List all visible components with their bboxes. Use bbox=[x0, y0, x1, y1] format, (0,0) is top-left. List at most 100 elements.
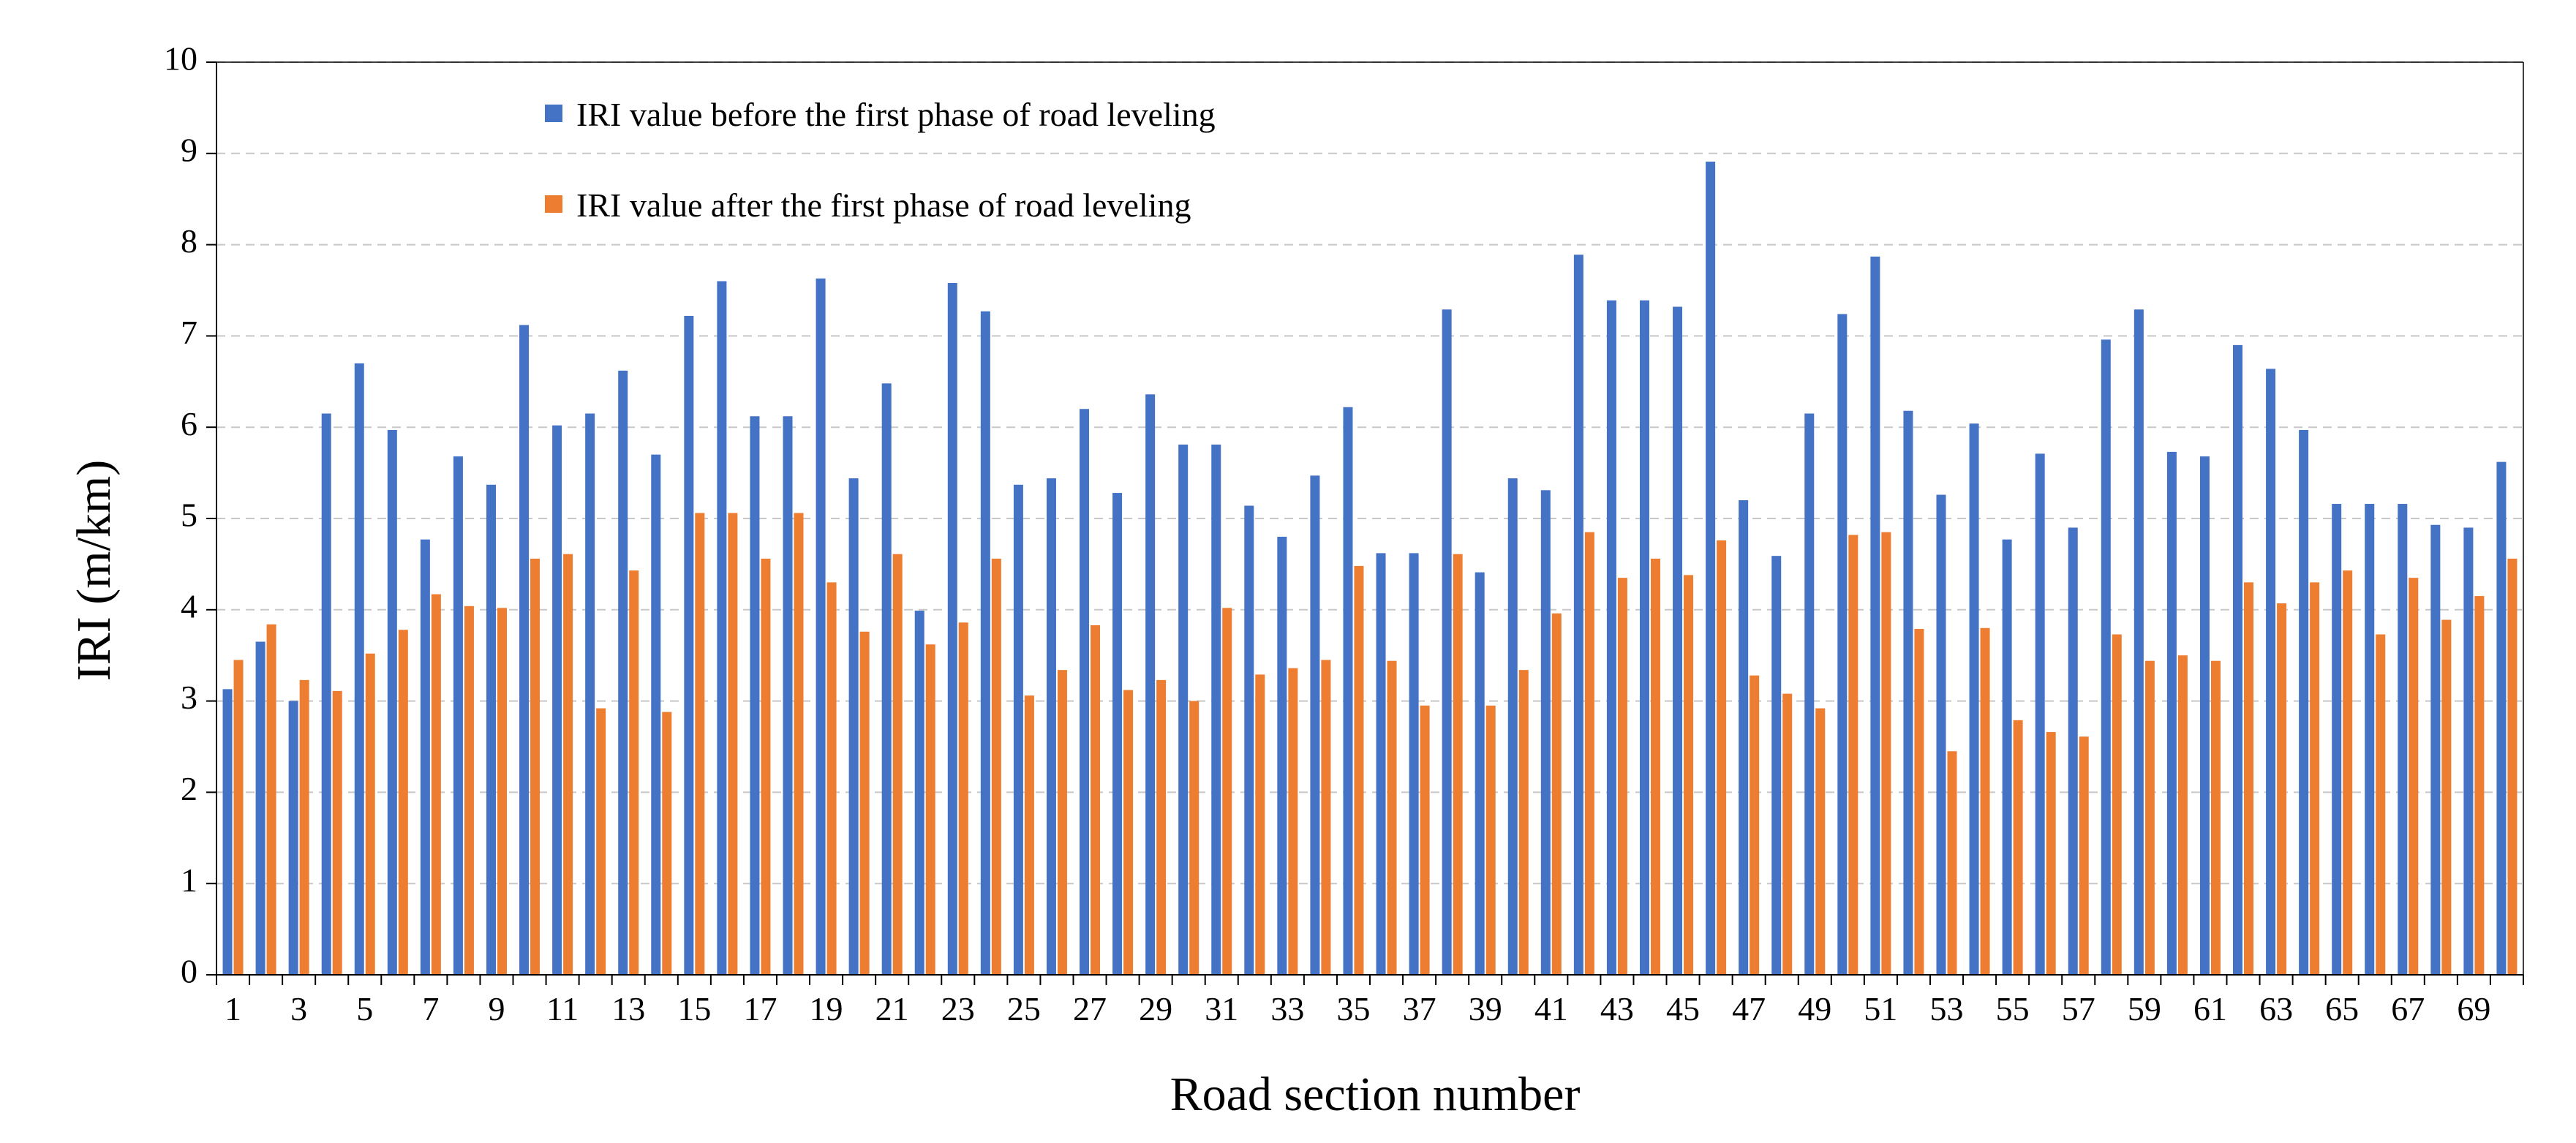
bar-before-12 bbox=[585, 413, 595, 975]
bar-after-16 bbox=[728, 513, 738, 975]
bar-after-50 bbox=[1848, 535, 1858, 975]
bar-after-68 bbox=[2441, 619, 2452, 975]
bar-after-25 bbox=[1024, 695, 1034, 975]
bar-before-15 bbox=[684, 315, 694, 976]
x-tick-label: 67 bbox=[2391, 990, 2425, 1027]
bar-after-57 bbox=[2079, 736, 2089, 975]
bar-before-19 bbox=[816, 278, 826, 975]
bar-before-61 bbox=[2199, 456, 2210, 975]
bar-after-61 bbox=[2210, 660, 2221, 975]
bar-after-23 bbox=[958, 622, 968, 975]
bar-before-25 bbox=[1013, 484, 1023, 975]
bar-after-62 bbox=[2244, 582, 2254, 975]
bar-before-17 bbox=[750, 416, 760, 975]
x-tick-label: 45 bbox=[1666, 990, 1700, 1027]
x-tick-label: 23 bbox=[941, 990, 975, 1027]
x-tick-labels: 1 3 5 7 9 11 13 15 17 19 21 23 25 27 29 31 33 35 37 39 41 43 4… bbox=[225, 990, 2490, 1027]
bar-after-17 bbox=[761, 558, 771, 975]
x-tick-label: 43 bbox=[1600, 990, 1634, 1027]
bar-before-38 bbox=[1442, 309, 1452, 975]
bar-before-21 bbox=[881, 383, 892, 975]
bar-after-54 bbox=[1980, 627, 1990, 975]
bar-after-45 bbox=[1684, 575, 1694, 975]
bar-before-70 bbox=[2496, 461, 2507, 975]
bar-after-40 bbox=[1518, 670, 1529, 975]
bar-before-46 bbox=[1706, 162, 1716, 976]
bar-after-65 bbox=[2343, 570, 2353, 975]
bar-before-54 bbox=[1969, 423, 1979, 975]
axes bbox=[206, 61, 2524, 985]
bar-after-64 bbox=[2310, 582, 2320, 975]
bar-before-67 bbox=[2398, 504, 2408, 975]
bar-before-30 bbox=[1178, 444, 1189, 975]
bar-before-31 bbox=[1211, 444, 1221, 975]
y-tick-label: 6 bbox=[181, 405, 197, 442]
x-tick-label: 61 bbox=[2193, 990, 2227, 1027]
bar-after-27 bbox=[1091, 625, 1101, 975]
x-tick-label: 35 bbox=[1336, 990, 1370, 1027]
bar-before-52 bbox=[1903, 410, 1913, 975]
bar-after-36 bbox=[1387, 660, 1397, 975]
legend-swatch-after bbox=[545, 195, 562, 213]
bar-before-1 bbox=[222, 689, 233, 975]
y-tick-label: 2 bbox=[181, 770, 197, 807]
bar-after-24 bbox=[991, 558, 1001, 975]
bar-after-66 bbox=[2376, 634, 2386, 975]
bar-after-41 bbox=[1551, 613, 1562, 975]
x-tick-label: 17 bbox=[743, 990, 777, 1027]
bar-before-45 bbox=[1673, 306, 1683, 975]
x-tick-label: 59 bbox=[2128, 990, 2161, 1027]
x-tick-label: 65 bbox=[2325, 990, 2359, 1027]
bar-before-20 bbox=[848, 478, 859, 975]
bar-before-40 bbox=[1507, 478, 1518, 975]
x-tick-label: 5 bbox=[356, 990, 373, 1027]
bar-before-5 bbox=[354, 363, 364, 976]
bar-before-13 bbox=[618, 370, 628, 976]
bar-after-2 bbox=[266, 624, 276, 975]
bar-before-55 bbox=[2002, 539, 2012, 975]
bar-after-38 bbox=[1453, 554, 1463, 975]
bar-after-18 bbox=[794, 513, 804, 975]
x-tick-label: 55 bbox=[1996, 990, 2030, 1027]
bar-before-2 bbox=[255, 641, 265, 975]
x-axis-title: Road section number bbox=[1170, 1068, 1581, 1121]
bar-after-44 bbox=[1650, 558, 1660, 975]
bar-before-69 bbox=[2463, 527, 2474, 975]
bar-after-58 bbox=[2112, 634, 2122, 975]
bar-after-5 bbox=[365, 653, 375, 975]
bar-before-49 bbox=[1804, 413, 1815, 975]
bar-before-23 bbox=[947, 283, 957, 975]
x-tick-label: 1 bbox=[225, 990, 241, 1027]
bar-before-32 bbox=[1244, 505, 1254, 975]
bar-after-1 bbox=[233, 660, 244, 975]
bar-after-26 bbox=[1057, 670, 1067, 975]
x-tick-label: 7 bbox=[422, 990, 439, 1027]
bar-after-15 bbox=[695, 513, 705, 975]
bar-before-62 bbox=[2233, 344, 2243, 975]
bar-before-65 bbox=[2332, 504, 2342, 975]
y-tick-label: 3 bbox=[181, 679, 197, 716]
bar-before-57 bbox=[2068, 527, 2078, 975]
bar-before-64 bbox=[2299, 429, 2309, 975]
bar-after-28 bbox=[1123, 690, 1134, 975]
legend-swatch-before bbox=[545, 105, 562, 122]
bar-after-67 bbox=[2409, 578, 2419, 975]
bar-after-29 bbox=[1156, 679, 1167, 975]
x-tick-label: 15 bbox=[677, 990, 711, 1027]
x-tick-label: 25 bbox=[1007, 990, 1041, 1027]
bar-after-12 bbox=[596, 708, 606, 975]
bar-after-33 bbox=[1288, 668, 1298, 975]
bar-before-35 bbox=[1343, 407, 1353, 975]
bar-after-63 bbox=[2277, 603, 2287, 975]
bar-before-60 bbox=[2166, 451, 2177, 975]
x-tick-label: 33 bbox=[1270, 990, 1304, 1027]
bar-before-42 bbox=[1573, 254, 1583, 975]
bar-before-36 bbox=[1376, 553, 1386, 975]
bar-before-43 bbox=[1606, 300, 1616, 975]
bar-after-34 bbox=[1321, 660, 1331, 975]
x-tick-label: 29 bbox=[1139, 990, 1172, 1027]
x-tick-label: 47 bbox=[1732, 990, 1766, 1027]
y-tick-label: 10 bbox=[164, 40, 197, 78]
bar-before-8 bbox=[453, 456, 463, 975]
x-tick-label: 41 bbox=[1534, 990, 1568, 1027]
